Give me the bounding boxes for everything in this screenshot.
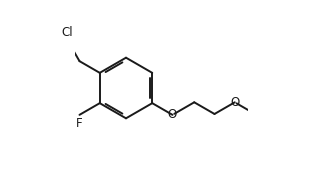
Text: F: F — [76, 117, 83, 130]
Text: Cl: Cl — [61, 26, 73, 39]
Text: O: O — [230, 96, 239, 109]
Text: O: O — [168, 108, 177, 121]
